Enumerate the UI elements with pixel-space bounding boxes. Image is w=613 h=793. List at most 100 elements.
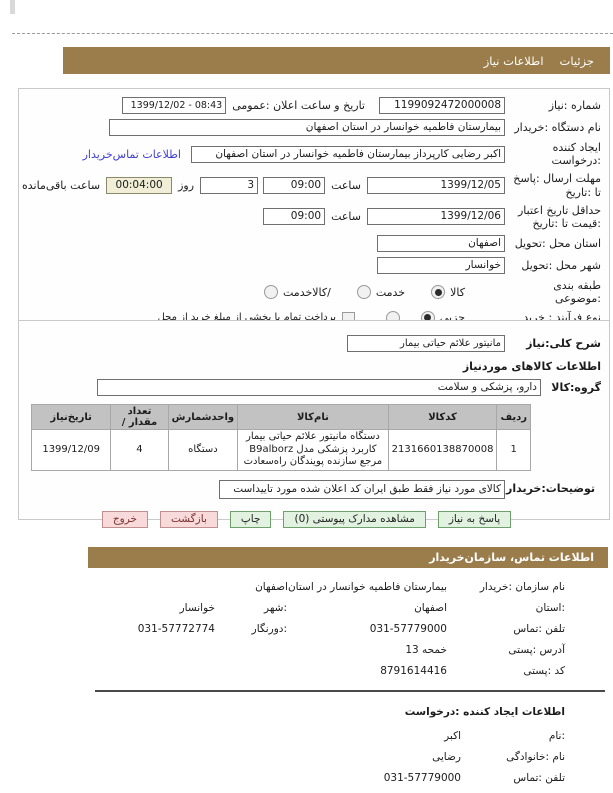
row-postal-address: آدرس :پستی خمحه 13	[30, 644, 565, 657]
category-option-goods[interactable]: کالا	[431, 285, 465, 300]
request-creator-title: اطلاعات ایجاد کننده :درخواست	[404, 706, 565, 718]
contact-province-value: اصفهان	[414, 602, 447, 614]
deadline-hour-label: ساعت	[331, 179, 361, 193]
action-buttons-row: پاسخ به نیاز مشاهده مدارک پیوستی (0) چاپ…	[0, 511, 613, 528]
radio-goods-icon[interactable]	[431, 285, 446, 300]
org-name-label: نام سازمان :خریدار	[479, 581, 565, 593]
validity-date-field[interactable]: 1399/12/06	[367, 208, 505, 226]
subject-category-label: طبقه بندی :موضوعی	[553, 279, 601, 306]
category-goods-label: کالا	[450, 285, 465, 299]
need-description-field[interactable]: مانیتور علائم حیاتی بیمار	[347, 335, 505, 352]
delivery-city-label: شهر محل :تحویل	[521, 259, 601, 273]
category-service-label: خدمت	[375, 285, 406, 299]
postal-code-value: 8791614416	[380, 665, 447, 677]
postal-code-label: کد :پستی	[523, 665, 565, 677]
dashed-divider	[12, 33, 613, 34]
cell-quantity: 4	[110, 429, 169, 471]
deadline-time-field[interactable]: 09:00	[263, 177, 326, 195]
postal-address-label: آدرس :پستی	[508, 644, 565, 656]
day-label: روز	[178, 179, 195, 193]
buyer-org-field[interactable]: بیمارستان فاطمیه خوانسار در استان اصفهان	[109, 119, 505, 136]
view-attachments-button[interactable]: مشاهده مدارک پیوستی (0)	[283, 511, 426, 528]
section-divider	[95, 690, 605, 692]
contact-province-label: :استان	[535, 602, 565, 614]
col-row-number: ردیف	[496, 404, 531, 430]
scrollbar-fragment	[10, 0, 15, 14]
creator-phone-value: 031-57779000	[383, 772, 461, 784]
response-deadline-label: مهلت ارسال :پاسخ تا :تاریخ	[513, 172, 601, 199]
need-description-label: شرح کلی:نیاز	[526, 336, 601, 350]
contact-phone-label: تلفن :تماس	[513, 623, 565, 635]
request-creator-label: ایجاد کننده :درخواست	[551, 141, 601, 168]
announce-label: تاریخ و ساعت اعلان :عمومی	[232, 99, 365, 112]
tab-details[interactable]: جزئیات	[559, 53, 594, 68]
respond-to-need-button[interactable]: پاسخ به نیاز	[437, 511, 512, 528]
print-button[interactable]: چاپ	[229, 511, 272, 528]
cell-item-name: دستگاه مانیتور علائم حیاتی بیمار کاربرد …	[237, 429, 389, 471]
cell-item-code: 2131660138870008	[387, 429, 498, 471]
row-creator-family: نام :خانوادگی رضایی	[30, 751, 565, 764]
back-button[interactable]: بازگشت	[160, 511, 218, 528]
buyer-contact-section-bar: اطلاعات تماس، سازمان‌خریدار	[88, 547, 608, 568]
validity-hour-label: ساعت	[331, 210, 361, 224]
creator-phone-label: تلفن :تماس	[513, 772, 565, 784]
buyer-note-field[interactable]: کالای مورد نیاز فقط طبق ایران کد اعلان ش…	[219, 479, 505, 499]
creator-name-value: اکبر	[444, 730, 461, 742]
cell-need-date: 1399/12/09	[30, 429, 112, 471]
row-buyer-note: توضیحات:خریدار کالای مورد نیاز فقط طبق ا…	[27, 479, 601, 499]
goods-table-header-row: ردیف کدکالا نام‌کالا واحدشمارش تعداد مقد…	[30, 404, 531, 430]
buyer-contact-block: نام سازمان :خریدار بیمارستان فاطمیه خوان…	[30, 581, 565, 686]
price-validity-label: حداقل تاریخ اعتبار :قیمت تا :تاریخ	[517, 203, 601, 230]
delivery-province-label: استان محل :تحویل	[514, 237, 601, 251]
row-response-deadline: مهلت ارسال :پاسخ تا :تاریخ 1399/12/05 سا…	[22, 172, 601, 199]
goods-group-field[interactable]: دارو، پزشکی و سلامت	[97, 379, 541, 396]
buyer-note-label: توضیحات:خریدار	[505, 482, 595, 496]
buyer-contact-link[interactable]: اطلاعات تماس‌خریدار	[82, 147, 181, 161]
goods-table-row: 1 2131660138870008 دستگاه مانیتور علائم …	[30, 429, 531, 471]
need-summary-panel: شماره :نیاز 1199092472000008 تاریخ و ساع…	[18, 88, 610, 328]
tab-need-info[interactable]: اطلاعات نیاز	[483, 53, 544, 68]
delivery-city-field[interactable]: خوانسار	[377, 257, 505, 275]
row-postal-code: کد :پستی 8791614416	[30, 665, 565, 678]
row-phone-fax: تلفن :تماس 031-57779000 :دورنگار 031-577…	[30, 623, 565, 636]
cell-row-number: 1	[496, 429, 531, 471]
exit-button[interactable]: خروج	[101, 511, 148, 528]
radio-goods-service-icon[interactable]	[264, 285, 278, 300]
col-item-name: نام‌کالا	[237, 404, 389, 430]
creator-name-label: :نام	[548, 730, 565, 742]
contact-fax-value: 031-57772774	[137, 623, 215, 635]
validity-time-field[interactable]: 09:00	[263, 208, 326, 226]
col-item-code: کدکالا	[387, 404, 498, 430]
creator-family-value: رضایی	[432, 751, 461, 763]
goods-table: ردیف کدکالا نام‌کالا واحدشمارش تعداد مقد…	[30, 404, 531, 471]
request-creator-field[interactable]: اکبر رضایی کارپرداز بیمارستان فاطمیه خوا…	[191, 145, 505, 163]
deadline-date-field[interactable]: 1399/12/05	[367, 177, 505, 195]
goods-group-label: گروه:کالا	[551, 380, 601, 394]
row-need-number: شماره :نیاز 1199092472000008 تاریخ و ساع…	[27, 97, 601, 114]
category-option-goods-service[interactable]: /کالاخدمت	[264, 285, 331, 300]
remaining-time-box: 00:04:00	[106, 177, 173, 195]
need-number-field[interactable]: 1199092472000008	[379, 97, 505, 114]
buyer-org-label: نام دستگاه :خریدار	[514, 120, 601, 134]
contact-fax-label: :دورنگار	[251, 623, 287, 635]
deadline-days-field[interactable]: 3	[200, 177, 259, 195]
remaining-time-label: ساعت باقی‌مانده	[22, 179, 101, 193]
contact-city-value: خوانسار	[179, 602, 215, 614]
radio-service-icon[interactable]	[356, 285, 371, 300]
announce-datetime-field[interactable]: 1399/12/02 - 08:43	[122, 97, 227, 114]
category-goods-service-label: /کالاخدمت	[283, 285, 331, 299]
row-request-creator: ایجاد کننده :درخواست اکبر رضایی کارپرداز…	[27, 141, 601, 167]
row-delivery-city: شهر محل :تحویل خوانسار	[27, 257, 601, 275]
col-need-date: تاریخ‌نیاز	[30, 404, 112, 430]
need-number-label: شماره :نیاز	[548, 98, 601, 112]
row-buyer-org: نام دستگاه :خریدار بیمارستان فاطمیه خوان…	[27, 119, 601, 136]
row-delivery-province: استان محل :تحویل اصفهان	[27, 235, 601, 253]
row-creator-name: :نام اکبر	[30, 730, 565, 743]
page-header-bar: جزئیات اطلاعات نیاز	[63, 47, 610, 74]
delivery-province-field[interactable]: اصفهان	[377, 235, 505, 253]
row-province-city: :استان اصفهان :شهر خوانسار	[30, 602, 565, 615]
goods-info-panel: شرح کلی:نیاز مانیتور علائم حیاتی بیمار ا…	[18, 320, 610, 520]
contact-city-label: :شهر	[264, 602, 287, 614]
col-unit: واحدشمارش	[167, 404, 239, 430]
category-option-service[interactable]: خدمت	[356, 285, 406, 300]
